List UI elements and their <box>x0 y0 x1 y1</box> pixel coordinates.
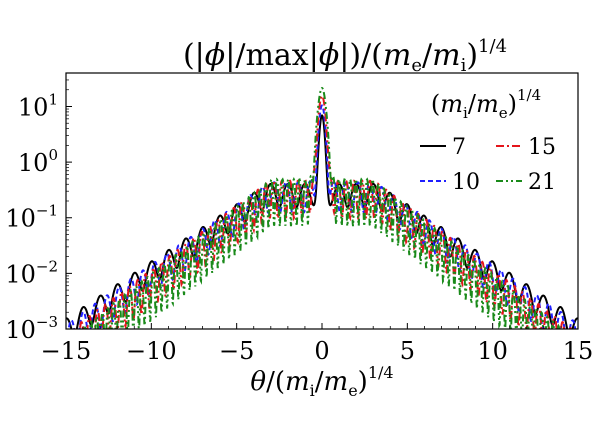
y-tick-label: 10−1 <box>5 202 58 233</box>
legend: (mi/me)1/4 7 10 15 21 <box>420 86 556 195</box>
legend-label-7: 7 <box>452 135 466 160</box>
legend-label-10: 10 <box>452 170 480 195</box>
y-tick-label: 10−3 <box>5 313 58 344</box>
x-tick-label: −5 <box>219 337 254 365</box>
y-tick-label: 100 <box>18 146 58 177</box>
chart-title: (|ϕ|/max|ϕ|)/(me/mi)1/4 <box>183 36 507 76</box>
x-axis: −15 −10 −5 0 5 10 15 <box>41 323 594 365</box>
x-tick-label: 5 <box>400 337 415 365</box>
y-axis: 10−3 10−2 10−1 100 101 <box>5 72 72 344</box>
x-axis-label: θ/(mi/me)1/4 <box>250 363 393 400</box>
x-tick-label: 10 <box>477 337 508 365</box>
series-layer <box>66 86 578 329</box>
x-tick-label: −15 <box>41 337 92 365</box>
x-tick-label: 15 <box>563 337 594 365</box>
legend-title: (mi/me)1/4 <box>431 86 541 122</box>
legend-label-21: 21 <box>528 170 556 195</box>
y-tick-label: 10−2 <box>5 257 58 288</box>
x-tick-label: 0 <box>314 337 329 365</box>
y-tick-label: 101 <box>18 90 58 121</box>
legend-label-15: 15 <box>528 135 556 160</box>
series-line-21 <box>83 86 561 329</box>
series-line-7 <box>66 114 578 329</box>
x-tick-label: −10 <box>126 337 177 365</box>
series-line-10 <box>67 104 577 329</box>
